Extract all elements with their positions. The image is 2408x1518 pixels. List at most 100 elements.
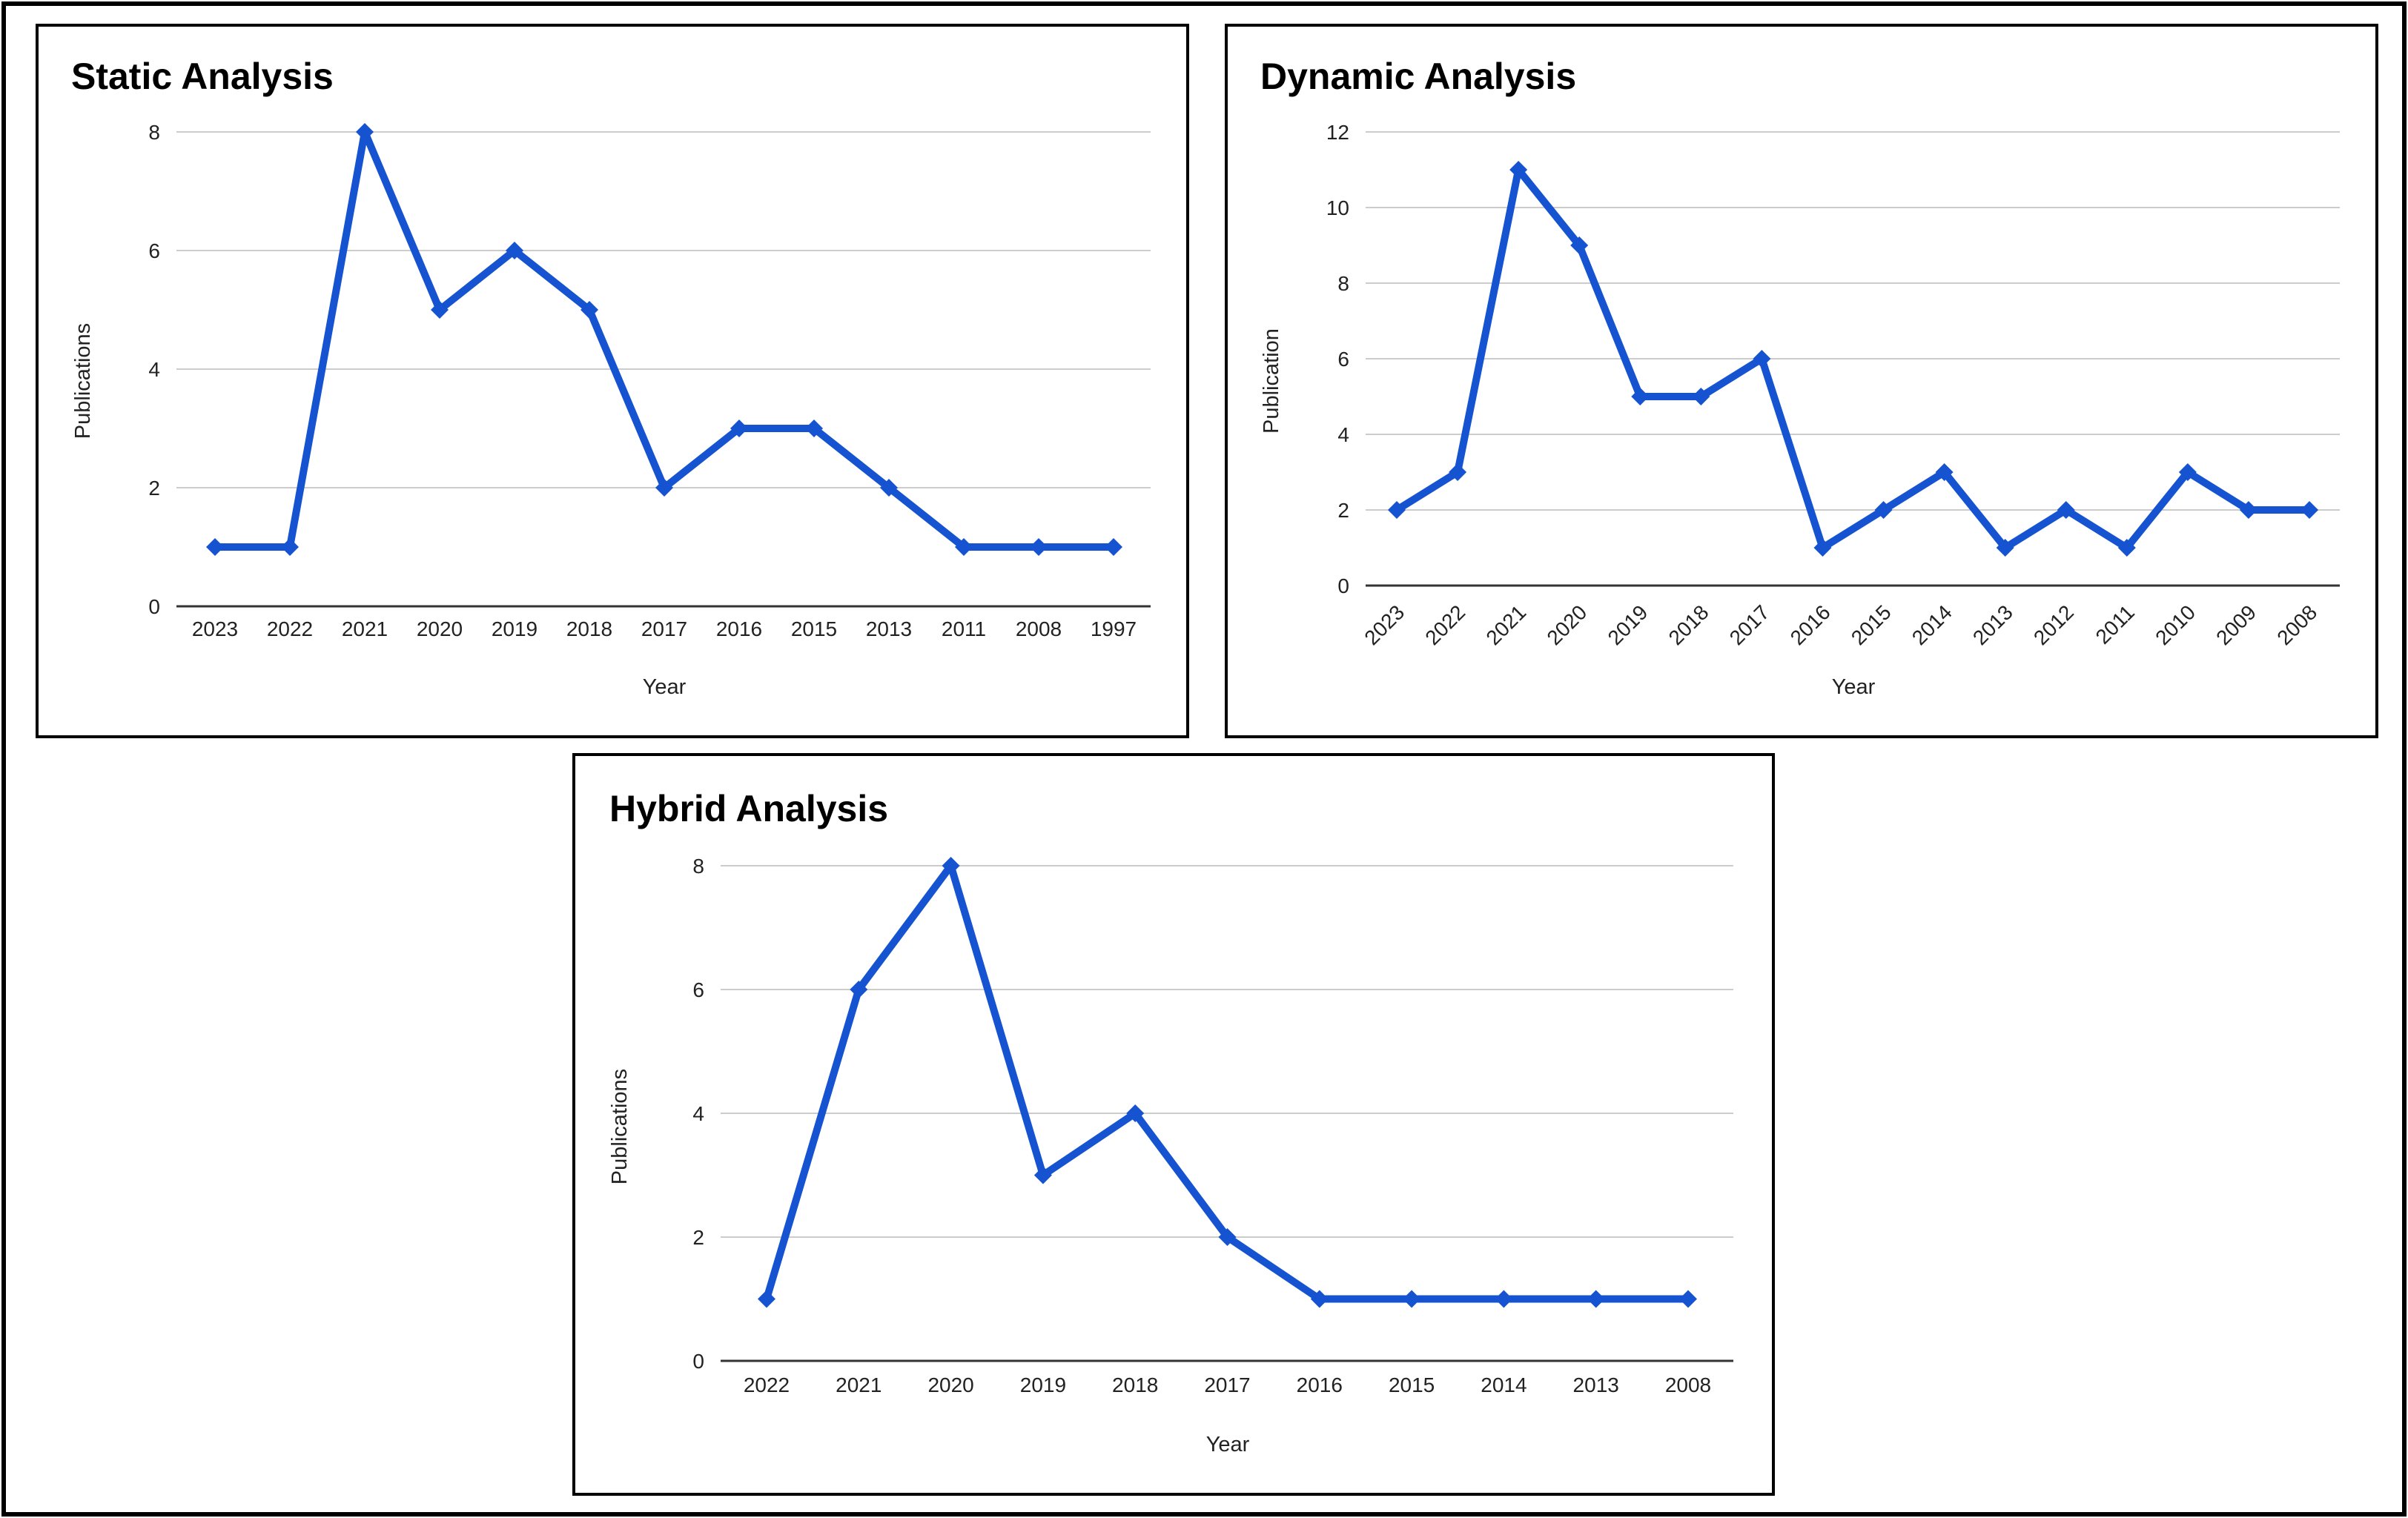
data-point-marker [1030, 538, 1048, 556]
chart-title: Hybrid Analysis [609, 788, 888, 829]
data-point-marker [1388, 501, 1406, 519]
data-point-marker [580, 301, 598, 319]
data-point-marker [356, 123, 374, 141]
y-tick-label: 2 [148, 477, 160, 500]
x-tick-label: 2019 [1020, 1373, 1066, 1396]
x-tick-label: 2017 [641, 617, 687, 640]
y-tick-label: 10 [1326, 196, 1349, 219]
data-point-marker [206, 538, 224, 556]
data-point-marker [281, 538, 299, 556]
x-tick-label: 2013 [1573, 1373, 1619, 1396]
data-point-marker [1403, 1290, 1421, 1308]
x-tick-label: 2020 [417, 617, 463, 640]
x-tick-label: 2021 [342, 617, 388, 640]
data-point-marker [942, 857, 960, 875]
data-point-marker [1996, 539, 2014, 557]
panel-border [36, 24, 1189, 738]
data-point-marker [1631, 388, 1650, 405]
data-point-marker [805, 420, 823, 437]
data-point-marker [1679, 1290, 1697, 1308]
data-point-marker [2239, 501, 2258, 519]
data-point-marker [1495, 1290, 1513, 1308]
x-tick-label: 2016 [716, 617, 762, 640]
data-point-marker [1449, 463, 1467, 481]
x-tick-label: 2021 [836, 1373, 882, 1396]
x-tick-label: 2008 [1016, 617, 1062, 640]
y-tick-label: 4 [1337, 423, 1349, 446]
panel-border [572, 753, 1775, 1496]
data-point-marker [1874, 501, 1893, 519]
data-point-marker [1587, 1290, 1605, 1308]
data-point-marker [655, 479, 673, 497]
x-tick-label: 2015 [1389, 1373, 1435, 1396]
data-point-marker [955, 538, 973, 556]
x-tick-label: 2020 [927, 1373, 973, 1396]
chart-panel-hybrid: Hybrid Analysis 0 2 4 6 8 2022 2021 2020 2019 201… [572, 753, 1775, 1496]
x-tick-label: 2015 [791, 617, 837, 640]
y-axis-title: Publications [71, 323, 95, 439]
y-tick-label: 8 [1337, 272, 1349, 295]
y-tick-label: 6 [692, 978, 704, 1001]
data-point-marker [1509, 161, 1528, 179]
y-tick-label: 2 [1337, 499, 1349, 522]
data-point-marker [1692, 388, 1710, 405]
data-point-marker [1935, 463, 1954, 481]
y-tick-label: 4 [692, 1102, 704, 1125]
data-point-marker [1310, 1290, 1329, 1308]
series-line [1393, 166, 2313, 551]
x-tick-label: 2013 [866, 617, 912, 640]
y-axis-title: Publications [608, 1069, 632, 1184]
data-point-marker [2057, 501, 2075, 519]
y-tick-label: 8 [148, 121, 160, 144]
x-tick-label: 2019 [492, 617, 538, 640]
y-tick-label: 12 [1326, 121, 1349, 144]
y-tick-label: 6 [148, 239, 160, 262]
y-tick-label: 4 [148, 358, 160, 381]
data-point-marker [758, 1290, 775, 1308]
x-tick-label: 2018 [1112, 1373, 1158, 1396]
x-tick-label: 1997 [1091, 617, 1137, 640]
x-tick-label: 2016 [1297, 1373, 1343, 1396]
data-point-marker [850, 981, 868, 998]
chart-title: Static Analysis [71, 56, 334, 97]
x-axis-title: Year [1832, 675, 1876, 699]
y-tick-label: 0 [692, 1350, 704, 1373]
data-point-marker [1753, 350, 1771, 368]
x-tick-label: 2017 [1204, 1373, 1250, 1396]
data-point-marker [1033, 1166, 1052, 1184]
data-point-marker [506, 242, 523, 259]
x-tick-label: 2023 [192, 617, 238, 640]
x-axis-title: Year [643, 675, 687, 699]
x-tick-label: 2022 [744, 1373, 790, 1396]
x-tick-label: 2022 [267, 617, 313, 640]
data-point-marker [880, 479, 898, 497]
data-point-marker [1218, 1228, 1237, 1246]
data-point-marker [1126, 1104, 1145, 1122]
y-tick-label: 0 [148, 595, 160, 618]
data-point-marker [1570, 236, 1589, 254]
x-tick-label: 2011 [942, 617, 986, 640]
panel-border [1225, 24, 2378, 738]
y-tick-label: 0 [1337, 574, 1349, 597]
data-point-marker [730, 420, 748, 437]
y-tick-label: 2 [692, 1226, 704, 1249]
data-point-marker [1813, 539, 1832, 557]
data-point-marker [2178, 463, 2197, 481]
x-tick-label: 2018 [566, 617, 612, 640]
x-tick-label: 2014 [1481, 1373, 1526, 1396]
y-tick-label: 6 [1337, 348, 1349, 371]
chart-title: Dynamic Analysis [1260, 56, 1576, 97]
plot-area: 0 2 4 6 8 2022 2021 2020 2019 2018 2017 2016 2015 201… [692, 855, 1733, 1396]
y-axis-title: Publication [1260, 328, 1283, 434]
data-point-marker [1105, 538, 1122, 556]
x-tick-label: 2008 [1665, 1373, 1711, 1396]
chart-panel-static: Static Analysis 0 2 4 6 8 2023 2022 2021 2020 201… [36, 24, 1189, 738]
data-point-marker [2117, 539, 2136, 557]
data-point-marker [2300, 501, 2318, 519]
x-axis-title: Year [1206, 1433, 1250, 1456]
data-point-marker [431, 301, 449, 319]
plot-area: 0 2 4 6 8 2023 2022 2021 2020 2019 2018 2017 2016 201… [148, 121, 1151, 640]
